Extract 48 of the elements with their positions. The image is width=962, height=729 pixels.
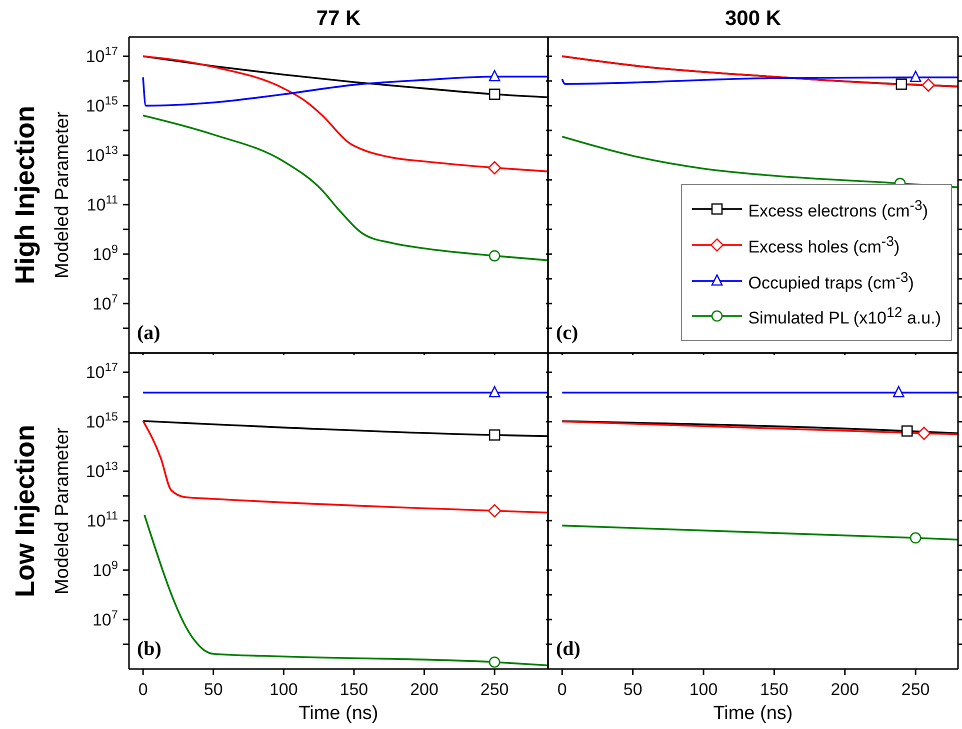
y-tick-label: 10$^{17}$	[86, 360, 118, 382]
chart-title: 300 K	[724, 7, 782, 30]
x-tick-label: 50	[623, 680, 642, 699]
text: High Injection	[10, 106, 40, 284]
annotation: (d)	[556, 638, 580, 660]
y-axis-title: Modeled Parameter	[52, 426, 73, 594]
x-tick-label: 150	[340, 680, 368, 699]
x-tick-label: 50	[204, 680, 223, 699]
point	[901, 425, 913, 437]
point	[922, 78, 935, 92]
chart-title: 77 K	[316, 7, 361, 30]
annotation: (c)	[556, 322, 578, 344]
legend-label: Excess electrons (cm$^{-3}$)	[748, 197, 928, 224]
y-tick-label: 10$^{13}$	[86, 143, 118, 166]
annotation: (a)	[137, 322, 160, 344]
y-tick-label: 10$^{17}$	[86, 44, 118, 66]
y-tick-label: 10$^{15}$	[86, 410, 118, 432]
y-tick-label: 10$^{13}$	[86, 459, 118, 482]
x-axis-title: Time (ns)	[713, 703, 793, 724]
y-axis-title: Modeled Parameter	[52, 110, 73, 278]
point	[896, 78, 908, 90]
line-series	[142, 114, 548, 262]
y-tick-label: 10$^{9}$	[92, 558, 118, 580]
point	[917, 426, 931, 440]
point	[892, 386, 904, 398]
annotation: (b)	[137, 638, 162, 660]
x-tick-label: 200	[830, 680, 860, 699]
x-tick-label: 0	[138, 680, 148, 699]
legend-label: Excess holes (cm$^{-3}$)	[748, 233, 900, 259]
y-tick-label: 10$^{7}$	[92, 608, 118, 630]
x-axis-title: Time (ns)	[298, 703, 378, 724]
y-tick-label: 10$^{15}$	[86, 94, 118, 116]
text: Low Injection	[10, 424, 40, 598]
x-tick-label: 250	[901, 680, 930, 699]
y-tick-label: 10$^{7}$	[92, 292, 118, 314]
x-tick-label: 100	[689, 680, 718, 699]
x-tick-label: 0	[557, 680, 567, 699]
legend-label: Simulated PL (x10$^{12}$ a.u.)	[748, 304, 941, 330]
x-tick-label: 200	[410, 680, 438, 699]
x-tick-label: 150	[760, 680, 788, 699]
point	[910, 70, 922, 82]
legend-label: Occupied traps (cm$^{-3}$)	[748, 268, 914, 294]
y-tick-label: 10$^{9}$	[92, 242, 118, 264]
x-tick-label: 100	[269, 680, 298, 699]
y-tick-label: 10$^{11}$	[86, 192, 118, 215]
x-tick-label: 250	[480, 680, 509, 699]
y-tick-label: 10$^{11}$	[86, 508, 118, 531]
point	[910, 532, 922, 544]
